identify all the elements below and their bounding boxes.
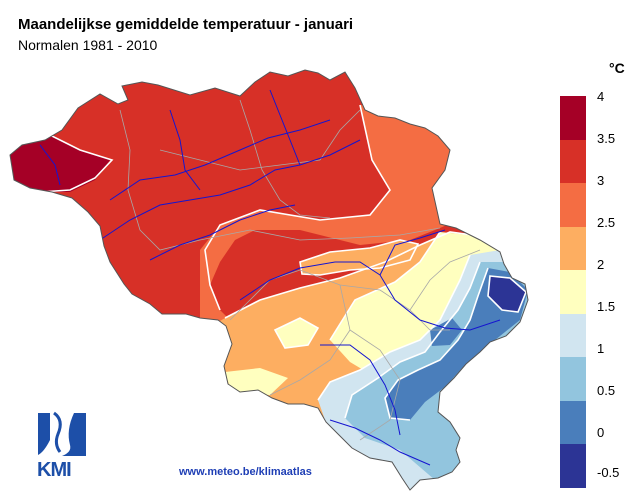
kmi-logo-emblem: [37, 411, 88, 456]
zone-below-0: [488, 276, 526, 312]
map-subtitle: Normalen 1981 - 2010: [18, 37, 158, 53]
zone-2-2.5-north: [300, 240, 418, 275]
legend-swatch: [560, 96, 586, 140]
country-border: [9, 69, 529, 491]
kmi-logo-text: KMI: [37, 459, 72, 481]
zone-1.5-2-southwest: [225, 368, 288, 395]
legend-tick-label: 0.5: [597, 383, 616, 398]
legend-tick-label: 2.5: [597, 215, 616, 230]
legend-unit: °C: [609, 60, 625, 76]
legend-tick-label: 1: [597, 341, 605, 356]
legend-tick-label: 0: [597, 425, 605, 440]
legend-tick-label: 4: [597, 89, 605, 104]
map-title: Maandelijkse gemiddelde temperatuur - ja…: [18, 16, 354, 33]
rivers: [39, 89, 501, 466]
legend-swatch: [560, 313, 586, 358]
isolines: [39, 104, 527, 421]
zone-0-0.5-island: [430, 318, 462, 346]
legend-swatch: [560, 400, 586, 445]
legend-tick-label: 3.5: [597, 131, 616, 146]
legend-swatch: [560, 357, 586, 401]
legend-tick-label: 3: [597, 173, 605, 188]
legend-swatch: [560, 183, 586, 227]
legend-swatch: [560, 139, 586, 184]
legend-swatch: [560, 270, 586, 314]
province-borders: [119, 99, 481, 441]
legend-tick-label: 1.5: [597, 299, 616, 314]
website-link[interactable]: www.meteo.be/klimaatlas: [179, 466, 312, 478]
zone-0-0.5: [385, 268, 528, 420]
legend-swatch: [560, 444, 586, 488]
legend-tick-label: 2: [597, 257, 605, 272]
legend-tick-label: -0.5: [597, 465, 620, 480]
color-legend: [560, 96, 586, 488]
legend-swatch: [560, 226, 586, 271]
